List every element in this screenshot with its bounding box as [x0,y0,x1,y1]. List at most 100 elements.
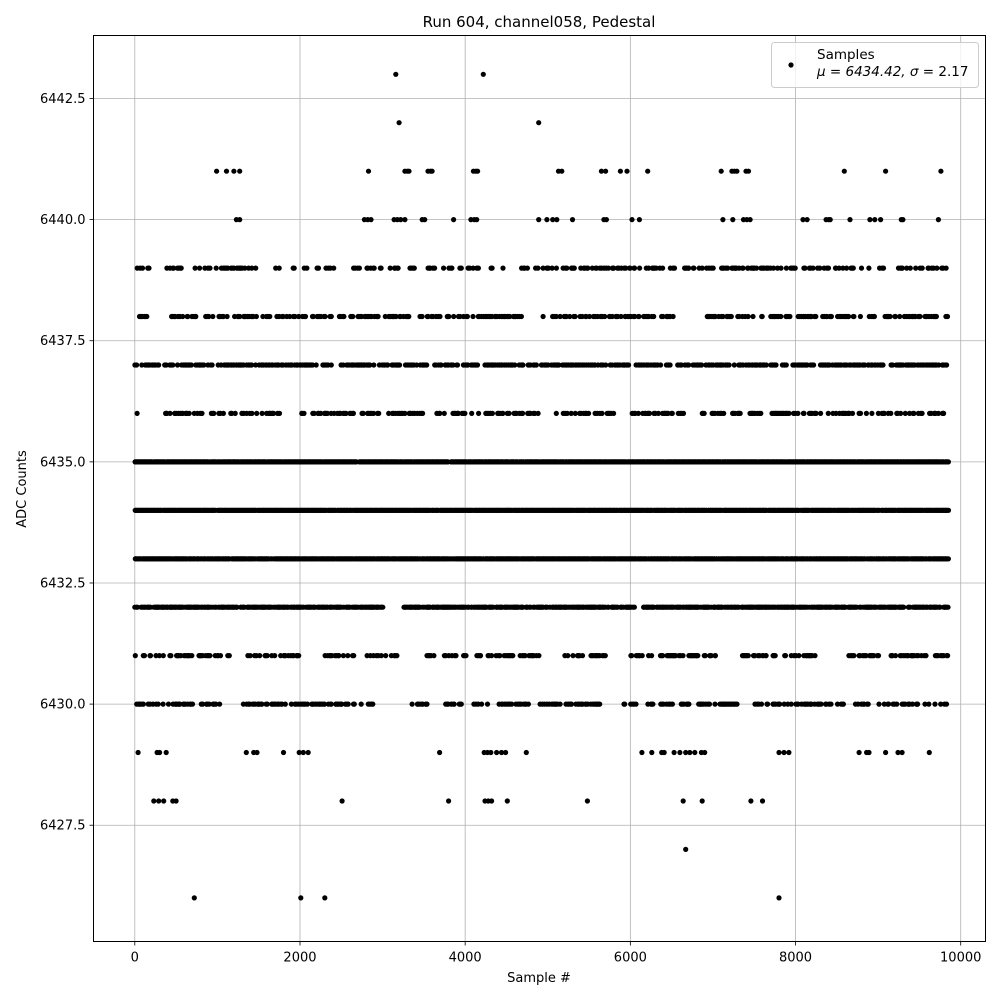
data-point [935,410,942,416]
data-point [680,410,687,416]
data-point [331,265,337,271]
data-point [507,313,513,320]
data-point [651,313,657,320]
data-point [237,217,243,223]
data-point [553,410,559,416]
data-point [631,604,638,610]
data-point [944,313,951,320]
data-point [371,362,377,368]
data-point [370,410,377,416]
data-point [618,313,624,320]
data-point [778,313,784,320]
data-point [540,313,546,320]
data-point [611,265,617,271]
data-point [520,362,526,368]
data-point [783,265,790,271]
data-point [368,217,374,223]
data-point [813,313,819,320]
data-point [817,265,823,271]
data-point [220,410,226,416]
data-point [936,362,942,368]
data-point [520,410,526,416]
data-point [887,313,893,320]
data-point [397,362,403,368]
data-point [911,410,917,416]
data-point [432,265,438,271]
data-point [636,217,643,223]
data-point [660,265,666,271]
data-point [144,313,150,320]
data-points [132,71,952,901]
data-point [231,168,237,174]
data-point [572,410,578,416]
data-point [655,410,662,416]
data-point [897,313,903,320]
data-point [571,265,577,271]
data-point [424,362,430,368]
data-point [146,265,152,271]
data-point [188,362,194,368]
data-point [518,313,525,320]
data-point [328,313,334,320]
data-point [567,313,573,320]
data-point [193,313,199,320]
data-point [267,313,273,320]
data-point [813,410,819,416]
data-point [199,410,205,416]
data-point [818,410,824,416]
data-point [730,217,736,223]
data-point [260,313,266,320]
data-point [758,410,764,416]
data-point [232,410,238,416]
data-point [605,265,612,271]
data-point [301,410,307,416]
data-point [840,265,846,271]
data-point [253,265,259,271]
data-point [710,265,716,271]
data-point [900,217,906,223]
data-point [259,410,265,416]
data-point [863,410,870,416]
data-point [524,265,531,271]
data-point [291,265,297,271]
data-point [645,168,651,174]
data-point [899,265,905,271]
data-point [378,265,384,271]
data-point [406,313,412,320]
data-point [197,265,203,271]
data-point [450,362,456,368]
data-point [557,313,563,320]
data-point [402,217,408,223]
data-point [907,265,913,271]
data-point [850,265,856,271]
data-point [367,362,373,368]
data-point [310,362,316,368]
data-point [586,313,593,320]
data-point [866,265,872,271]
data-point [489,410,495,416]
data-point [429,168,435,174]
data-point [811,362,817,368]
data-point [804,217,810,223]
data-point [302,313,309,320]
data-point [670,313,676,320]
data-point [753,265,760,271]
data-point [691,265,697,271]
data-point [480,71,486,77]
data-point [609,313,615,320]
data-point [627,265,633,271]
data-point [857,410,864,416]
data-point [380,604,386,610]
data-point [223,168,230,174]
data-point [844,265,850,271]
data-point [371,265,377,271]
data-point [214,168,220,174]
data-point [544,217,550,223]
data-point [626,362,632,368]
data-point [602,313,608,320]
data-point [296,313,302,320]
data-point [635,410,642,416]
data-point [174,362,181,368]
data-point [470,265,476,271]
data-point [718,168,724,174]
